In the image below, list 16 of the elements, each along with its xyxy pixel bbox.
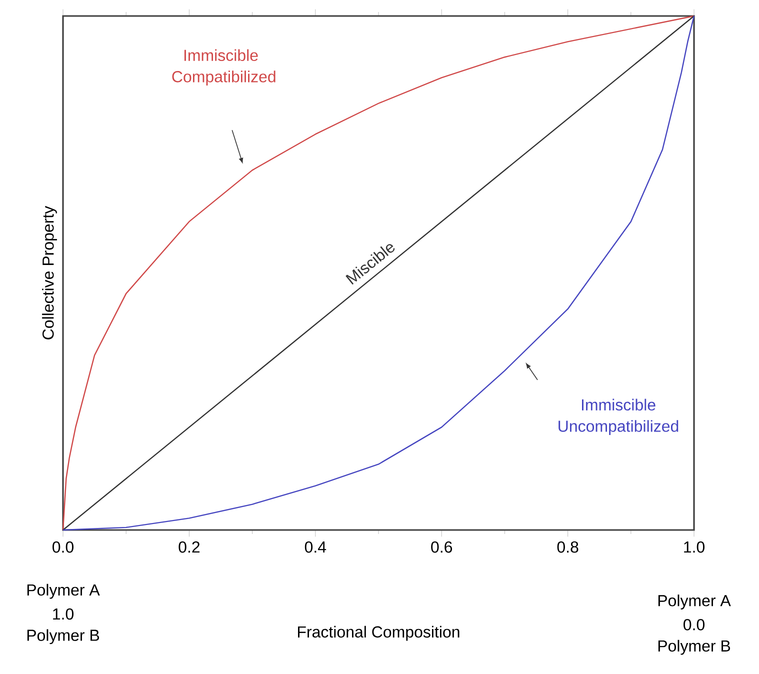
text: Immiscible Compatibilized: [172, 49, 276, 86]
x-tick-label: 0.6: [431, 541, 452, 553]
text: Polymer A: [27, 584, 100, 599]
x-axis-title: Fractional Composition: [298, 626, 460, 641]
text: Polymer A: [658, 594, 731, 610]
text: Immiscible Uncompatibilized: [558, 398, 678, 436]
text: 1.0: [53, 608, 74, 620]
x-tick-label: 0.4: [304, 541, 326, 553]
text: Polymer B: [658, 640, 730, 655]
x-tick-label: 0.0: [52, 541, 74, 553]
x-tick-label: 0.8: [557, 541, 578, 553]
text: Polymer B: [27, 629, 100, 644]
x-tick-label: 0.2: [178, 541, 200, 553]
text: 0.0: [684, 619, 705, 630]
x-tick-label: 1.0: [684, 541, 705, 553]
y-axis-title: Collective Property: [42, 206, 57, 340]
